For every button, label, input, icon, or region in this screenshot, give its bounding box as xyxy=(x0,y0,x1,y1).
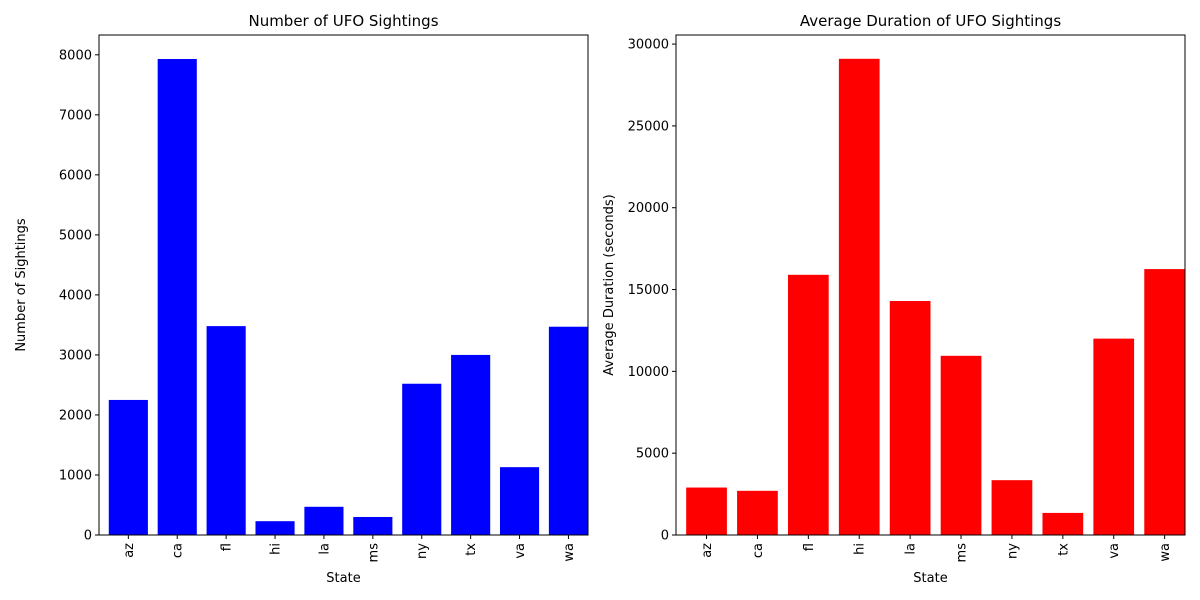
bar-hi xyxy=(838,58,880,536)
x-tick-label: ca xyxy=(751,543,766,558)
bar-la xyxy=(889,301,931,535)
x-tick-label: fl xyxy=(220,543,235,551)
x-tick-label: az xyxy=(122,543,137,558)
x-tick-label: wa xyxy=(562,543,577,562)
y-tick-label: 1000 xyxy=(59,468,92,483)
bar-ca xyxy=(737,490,778,535)
bar-fl xyxy=(787,274,829,535)
bar-va xyxy=(499,467,540,535)
x-tick-label: hi xyxy=(853,543,868,555)
bar-tx xyxy=(451,354,491,535)
plot-frame xyxy=(98,34,589,536)
bar-va xyxy=(1093,338,1135,535)
bar-la xyxy=(304,506,344,535)
x-tick-label: az xyxy=(700,543,715,558)
y-tick-label: 25000 xyxy=(628,119,669,134)
y-tick-label: 10000 xyxy=(628,365,669,380)
bar-az xyxy=(108,399,148,535)
y-tick-label: 2000 xyxy=(59,408,92,423)
x-tick-label: va xyxy=(1107,543,1122,559)
x-tick-label: va xyxy=(513,543,528,559)
x-tick-label: tx xyxy=(1056,543,1071,556)
x-tick-label: ny xyxy=(1005,543,1020,559)
x-tick-label: ms xyxy=(366,543,381,563)
y-tick-label: 3000 xyxy=(59,348,92,363)
x-tick-label: la xyxy=(317,543,332,555)
x-tick-label: ca xyxy=(171,543,186,558)
plot-frame xyxy=(675,34,1186,536)
y-tick-label: 0 xyxy=(661,529,669,544)
x-tick-label: ny xyxy=(415,543,430,559)
y-tick-label: 15000 xyxy=(628,283,669,298)
y-tick-label: 7000 xyxy=(59,108,92,123)
bar-ms xyxy=(353,516,393,535)
bar-tx xyxy=(1042,512,1084,535)
x-tick-label: wa xyxy=(1158,543,1173,562)
y-axis-label: Average Duration (seconds) xyxy=(602,194,617,375)
chart-title: Number of UFO Sightings xyxy=(248,12,438,30)
average-duration-chart: 0 5000 10000 15000 20000 25000 30000 az ca fl hi la… xyxy=(602,12,1186,586)
y-tick-label: 5000 xyxy=(59,228,92,243)
bar-ny xyxy=(402,383,442,535)
x-tick-label: fl xyxy=(802,543,817,551)
y-tick-label: 30000 xyxy=(628,38,669,53)
bar-wa xyxy=(1144,269,1185,535)
x-axis-label: State xyxy=(913,571,947,586)
y-tick-label: 4000 xyxy=(59,288,92,303)
x-tick-label: tx xyxy=(464,543,479,556)
y-tick-label: 20000 xyxy=(628,201,669,216)
y-tick-label: 0 xyxy=(84,529,92,544)
y-axis-label: Number of Sightings xyxy=(14,218,29,352)
bar-az xyxy=(686,487,727,535)
bar-hi xyxy=(255,521,295,535)
y-tick-label: 6000 xyxy=(59,168,92,183)
bar-ca xyxy=(157,59,197,535)
bar-ms xyxy=(940,355,982,535)
y-tick-label: 5000 xyxy=(636,447,669,462)
bar-fl xyxy=(206,326,246,535)
x-axis-label: State xyxy=(326,571,360,586)
chart-title: Average Duration of UFO Sightings xyxy=(800,12,1061,30)
bar-ny xyxy=(991,480,1033,535)
bar-wa xyxy=(548,326,588,535)
x-tick-label: la xyxy=(904,543,919,555)
x-tick-label: hi xyxy=(269,543,284,555)
sightings-count-chart: 0 1000 2000 3000 4000 5000 6000 7000 8000 az ca fl h… xyxy=(14,12,589,586)
y-tick-label: 8000 xyxy=(59,48,92,63)
x-tick-label: ms xyxy=(955,543,970,563)
